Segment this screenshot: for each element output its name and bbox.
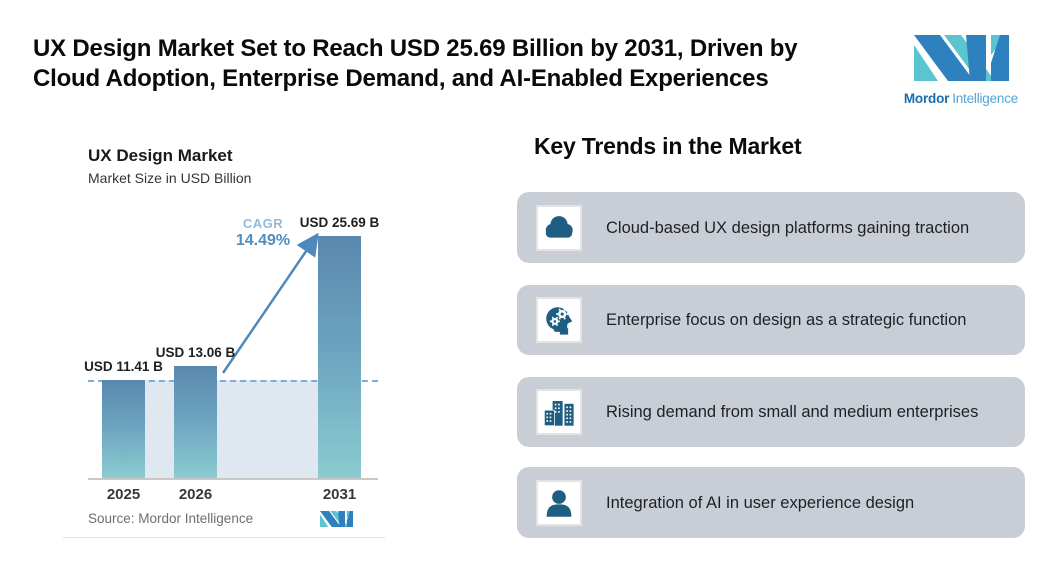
- cagr-annotation: CAGR 14.49%: [213, 216, 313, 250]
- chart-subtitle: Market Size in USD Billion: [88, 170, 252, 186]
- person-icon: [546, 489, 572, 517]
- trend-icon-box: [536, 204, 582, 251]
- growth-arrow-icon: [221, 233, 319, 374]
- bar-2026: USD 13.06 B: [156, 345, 235, 478]
- trend-icon-box: [536, 297, 582, 343]
- trend-text: Enterprise focus on design as a strategi…: [606, 311, 967, 329]
- trend-card-cloud-platforms: Cloud-based UX design platforms gaining …: [517, 192, 1025, 263]
- trend-card-sme-demand: Rising demand from small and medium ente…: [517, 377, 1025, 447]
- market-chart-panel: UX Design Market Market Size in USD Bill…: [63, 130, 385, 538]
- brand-name-light: Intelligence: [952, 91, 1019, 106]
- bar-chart-plot: USD 11.41 B USD 13.06 B USD 25.69 B 2025…: [84, 215, 379, 503]
- headline-line-1: UX Design Market Set to Reach USD 25.69 …: [33, 35, 798, 62]
- trends-heading: Key Trends in the Market: [534, 133, 802, 159]
- bar-2025: USD 11.41 B: [84, 359, 163, 478]
- trend-text: Cloud-based UX design platforms gaining …: [606, 218, 970, 237]
- bar-2031: USD 25.69 B: [300, 215, 379, 478]
- brand-logo: Mordor Intelligence: [895, 35, 1027, 106]
- cloud-icon: [545, 215, 573, 238]
- source-caption: Source: Mordor Intelligence: [88, 511, 254, 526]
- cagr-value: 14.49%: [235, 232, 291, 249]
- trend-text: Integration of AI in user experience des…: [606, 493, 915, 512]
- trend-icon-box: [536, 479, 582, 526]
- trend-text: Rising demand from small and medium ente…: [606, 403, 979, 421]
- x-axis-label-2026: 2026: [178, 486, 213, 503]
- x-axis-label-2025: 2025: [106, 486, 141, 503]
- trend-card-ai-integration: Integration of AI in user experience des…: [517, 467, 1025, 538]
- reference-dashed-line: [88, 380, 378, 382]
- brand-name: Mordor Intelligence: [895, 91, 1027, 106]
- headline-line-2: Cloud Adoption, Enterprise Demand, and A…: [33, 65, 769, 92]
- cagr-label: CAGR: [242, 216, 284, 231]
- brand-name-bold: Mordor: [903, 91, 950, 106]
- bar-value-label: USD 25.69 B: [299, 215, 380, 230]
- x-axis-label-2031: 2031: [322, 486, 357, 503]
- page-title: UX Design Market Set to Reach USD 25.69 …: [33, 34, 893, 94]
- bar-value-label: USD 11.41 B: [84, 359, 163, 374]
- trend-card-enterprise-design: Enterprise focus on design as a strategi…: [517, 285, 1025, 355]
- mordor-intelligence-mark-icon: [320, 511, 353, 527]
- chart-title: UX Design Market: [88, 146, 233, 165]
- bar-value-label: USD 13.06 B: [155, 345, 236, 360]
- mordor-intelligence-logo-icon: [913, 35, 1009, 81]
- buildings-icon: [544, 401, 574, 427]
- head-gears-icon: [546, 307, 573, 335]
- trend-icon-box: [536, 389, 582, 435]
